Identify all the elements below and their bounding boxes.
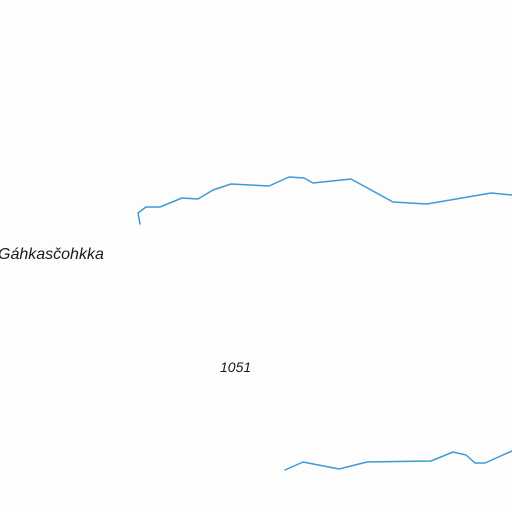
stream-line-lower (284, 450, 512, 471)
elevation-label: 1051 (220, 359, 252, 375)
stream-line-upper (137, 176, 512, 225)
place-name-label: Gáhkasčohkka (0, 246, 104, 263)
